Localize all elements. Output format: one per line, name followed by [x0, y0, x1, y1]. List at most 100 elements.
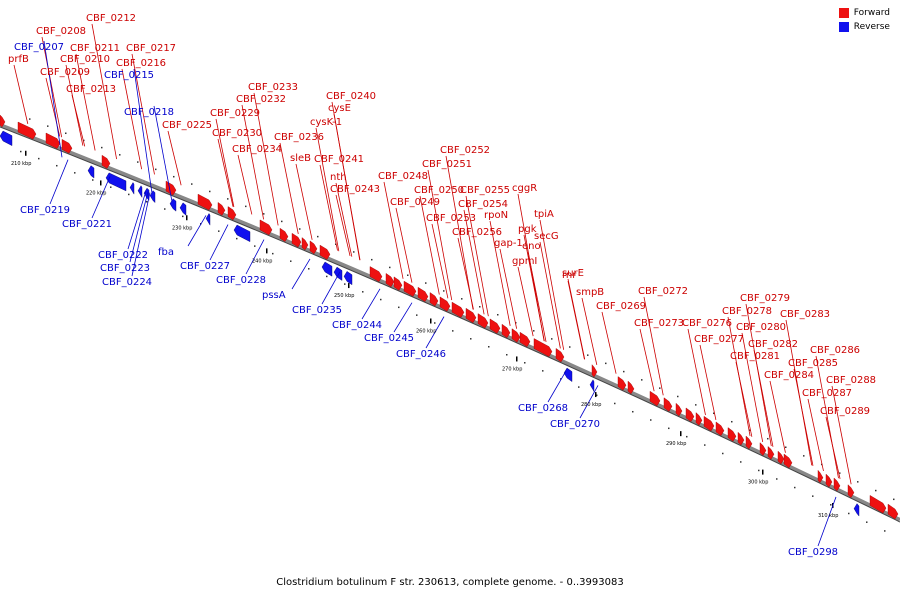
minor-tick — [812, 495, 814, 497]
minor-tick — [677, 395, 679, 398]
forward-leader — [643, 296, 664, 396]
forward-gene-label: CBF_0254 — [458, 199, 508, 210]
minor-ticks — [20, 118, 895, 532]
forward-gene — [703, 415, 715, 432]
forward-gene-label: cggR — [512, 183, 537, 194]
forward-gene-label: CBF_0277 — [694, 334, 744, 345]
forward-gene — [737, 431, 745, 446]
forward-gene — [197, 193, 213, 211]
forward-gene — [727, 427, 737, 442]
minor-tick — [569, 346, 571, 348]
forward-leader — [601, 311, 617, 374]
minor-tick — [614, 402, 616, 405]
reverse-leader — [153, 105, 173, 202]
forward-leader — [741, 332, 764, 442]
forward-gene — [417, 286, 429, 302]
forward-gene — [777, 450, 785, 465]
forward-gene-label: CBF_0248 — [378, 171, 428, 182]
reverse-leader — [49, 159, 69, 205]
minor-tick — [803, 455, 805, 457]
forward-gene-label: rpoN — [484, 210, 508, 221]
forward-swatch — [838, 8, 849, 18]
reverse-gene-label: CBF_0244 — [332, 320, 382, 331]
forward-gene-label: cysE — [328, 103, 351, 114]
reverse-gene-label: CBF_0223 — [100, 263, 150, 274]
reverse-gene — [343, 271, 353, 286]
minor-tick — [551, 338, 553, 340]
reverse-gene-label: CBF_0218 — [124, 107, 174, 118]
reverse-leader — [129, 191, 149, 263]
forward-leader — [419, 195, 440, 295]
reverse-gene-label: CBF_0245 — [364, 333, 414, 344]
forward-gene-label: CBF_0249 — [390, 197, 440, 208]
major-tick — [430, 318, 432, 324]
minor-tick — [623, 370, 625, 373]
major-tick — [186, 215, 188, 221]
forward-leader — [463, 209, 485, 315]
forward-gene — [627, 380, 635, 395]
minor-tick — [299, 228, 301, 230]
forward-gene — [783, 453, 793, 469]
tick-labels: 210 kbp 220 kbp 230 kbp 240 kbp 250 kbp 260 k… — [11, 161, 838, 519]
major-tick — [762, 469, 764, 475]
forward-gene-label: gpmI — [512, 256, 537, 267]
forward-gene-label: sleB — [290, 153, 311, 164]
forward-leader — [639, 328, 655, 392]
reverse-gene-label: CBF_0221 — [62, 219, 112, 230]
forward-gene-label: CBF_0232 — [236, 94, 286, 105]
forward-gene-label: secG — [534, 231, 559, 242]
reverse-gene-label: CBF_0235 — [292, 305, 342, 316]
forward-gene-label: CBF_0285 — [788, 358, 838, 369]
forward-leader — [75, 53, 96, 151]
forward-gene — [869, 495, 887, 514]
minor-tick — [542, 370, 544, 372]
minor-tick — [506, 354, 508, 356]
forward-gene — [511, 328, 521, 343]
minor-tick — [29, 118, 31, 120]
major-tick — [100, 180, 102, 186]
minor-tick — [425, 282, 427, 284]
minor-tick — [371, 258, 373, 261]
forward-gene — [227, 206, 237, 221]
genome-backbone-shadow — [0, 126, 900, 523]
minor-tick — [263, 213, 265, 215]
forward-gene — [101, 154, 111, 169]
forward-leader — [517, 266, 534, 337]
minor-tick — [308, 268, 310, 270]
reverse-leader — [579, 385, 599, 419]
forward-leader — [131, 53, 155, 175]
forward-gene-label: cysK-1 — [310, 117, 342, 128]
forward-gene — [217, 202, 226, 216]
minor-tick — [281, 220, 283, 223]
tick-label: 240 kbp — [252, 258, 272, 264]
minor-tick — [101, 146, 103, 149]
reverse-leader — [321, 271, 341, 305]
reverse-gene-label: CBF_0270 — [550, 419, 600, 430]
reverse-gene — [233, 224, 251, 243]
forward-leader — [253, 92, 279, 226]
forward-gene-label: CBF_0272 — [638, 286, 688, 297]
forward-gene — [0, 114, 6, 128]
minor-tick — [173, 175, 175, 178]
minor-tick — [704, 444, 706, 446]
forward-leader — [831, 385, 852, 485]
forward-gene-label: surE — [562, 268, 584, 279]
minor-tick — [65, 132, 67, 135]
reverse-leader — [291, 258, 311, 290]
forward-gene — [319, 244, 331, 260]
tick-label: 250 kbp — [334, 293, 354, 299]
reverse-gene-label: fba — [158, 247, 174, 258]
forward-gene — [663, 397, 673, 412]
minor-tick — [470, 338, 472, 340]
forward-gene-label: prfB — [8, 54, 29, 65]
forward-gene-label: gap-1 — [494, 238, 523, 249]
reverse-gene — [205, 213, 211, 226]
forward-gene — [465, 307, 477, 323]
minor-tick — [245, 205, 247, 208]
forward-gene — [17, 121, 37, 140]
minor-tick — [857, 481, 859, 483]
forward-gene — [745, 435, 753, 450]
forward-gene — [519, 331, 531, 347]
forward-gene — [695, 412, 703, 426]
forward-genes — [0, 114, 899, 520]
